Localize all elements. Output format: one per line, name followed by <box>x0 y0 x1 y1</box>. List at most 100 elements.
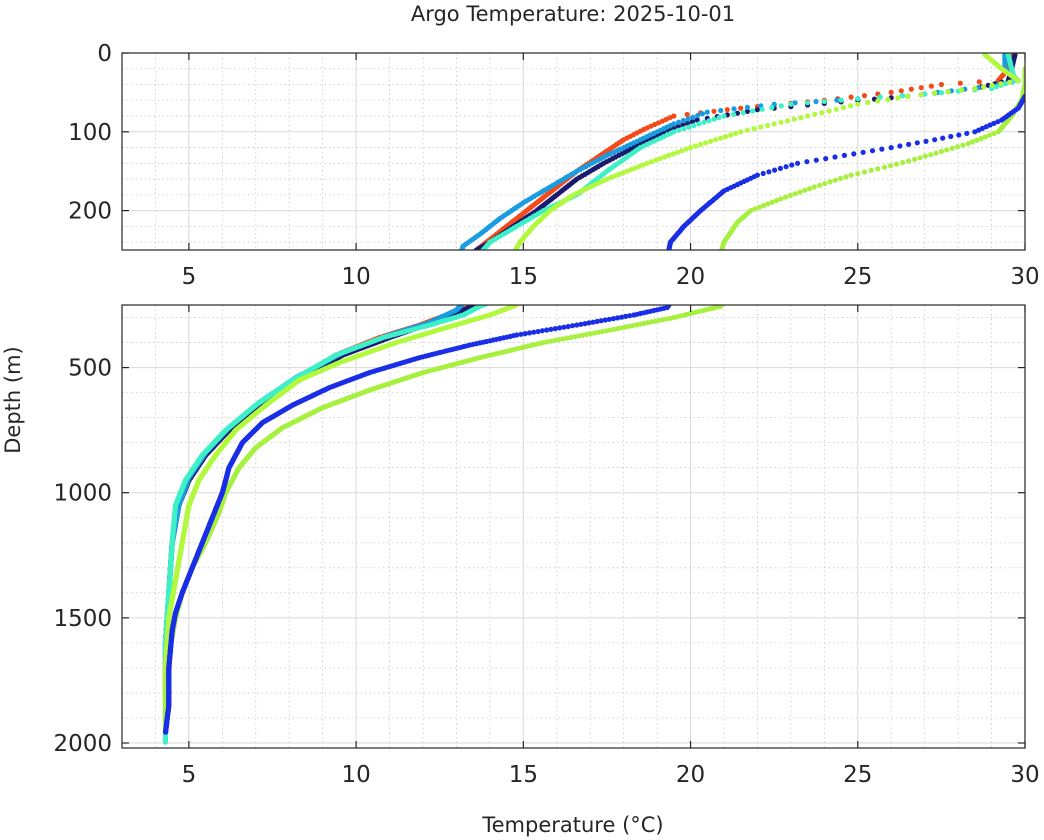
data-point <box>719 248 725 250</box>
y-axis-label: Depth (m) <box>1 346 25 453</box>
data-point <box>690 114 696 120</box>
data-point <box>914 140 920 146</box>
data-point <box>958 87 965 93</box>
x-tick-label: 30 <box>1010 762 1039 788</box>
data-point <box>811 184 817 190</box>
data-point <box>797 189 803 195</box>
data-point <box>972 129 978 135</box>
data-point <box>928 83 935 89</box>
data-point <box>954 144 961 150</box>
data-point <box>980 84 987 90</box>
data-point <box>723 133 729 140</box>
data-point <box>938 90 945 96</box>
data-point <box>766 169 772 175</box>
data-point <box>590 319 596 325</box>
data-point <box>760 170 766 177</box>
data-point <box>888 145 894 151</box>
data-point <box>964 130 970 136</box>
data-point <box>744 127 751 133</box>
data-point <box>860 149 866 155</box>
data-point <box>978 136 984 142</box>
data-point <box>693 143 699 149</box>
data-point <box>843 174 849 180</box>
data-point <box>771 121 777 127</box>
data-point <box>987 132 993 138</box>
data-point <box>940 135 946 141</box>
data-point <box>888 163 894 169</box>
data-point <box>477 251 482 256</box>
data-point <box>582 321 588 327</box>
data-point <box>718 251 723 256</box>
data-point <box>548 338 554 344</box>
data-point <box>648 159 655 165</box>
data-point <box>817 182 823 188</box>
data-point <box>653 157 659 163</box>
data-point <box>718 135 724 141</box>
data-point <box>972 85 978 92</box>
data-point <box>535 328 541 335</box>
x-tick-label: 5 <box>182 264 197 290</box>
data-point <box>974 137 980 143</box>
data-point <box>812 111 818 117</box>
data-point <box>841 152 848 158</box>
data-point <box>906 158 912 164</box>
y-tick-label: 200 <box>68 199 112 225</box>
data-point <box>938 81 945 88</box>
data-point <box>670 151 676 157</box>
data-point <box>458 250 463 255</box>
data-point <box>661 154 668 160</box>
data-point <box>838 175 844 182</box>
data-point <box>738 129 744 135</box>
data-point <box>539 328 546 334</box>
data-point <box>688 145 694 151</box>
data-point <box>772 167 778 173</box>
data-point <box>989 82 995 88</box>
data-point <box>787 192 794 198</box>
data-point <box>698 141 704 147</box>
data-point <box>957 80 963 86</box>
data-point <box>594 318 600 324</box>
data-point <box>848 172 854 178</box>
data-point <box>1003 81 1009 87</box>
x-tick-label: 25 <box>843 264 872 290</box>
data-point <box>576 333 582 339</box>
x-tick-label: 5 <box>182 762 197 788</box>
data-point <box>511 251 516 256</box>
data-point <box>877 94 883 100</box>
data-point <box>711 116 717 122</box>
data-point <box>728 132 734 138</box>
data-point <box>701 119 707 125</box>
data-point <box>995 119 1001 125</box>
lower-axes-box <box>121 304 1026 749</box>
data-point <box>518 331 524 337</box>
data-point <box>905 93 911 99</box>
data-point <box>821 98 827 105</box>
data-point <box>684 111 690 118</box>
upper-grid <box>121 52 1026 250</box>
data-point <box>761 202 767 209</box>
data-point <box>627 313 633 319</box>
data-point <box>699 111 706 117</box>
data-point <box>956 132 962 138</box>
data-point <box>922 153 928 159</box>
data-point <box>624 168 630 174</box>
data-point <box>561 324 567 330</box>
data-point <box>933 150 939 156</box>
data-point <box>628 167 634 173</box>
data-point <box>731 111 737 117</box>
data-point <box>614 315 621 321</box>
data-point <box>681 126 687 132</box>
data-point <box>995 129 1001 135</box>
data-point <box>716 115 722 121</box>
data-point <box>944 147 950 153</box>
data-point <box>932 137 938 143</box>
data-point <box>595 329 602 335</box>
data-point <box>765 201 771 207</box>
data-point <box>738 105 744 111</box>
data-point <box>868 167 874 173</box>
data-point <box>881 164 888 170</box>
data-point <box>556 337 562 343</box>
data-point <box>586 320 592 326</box>
